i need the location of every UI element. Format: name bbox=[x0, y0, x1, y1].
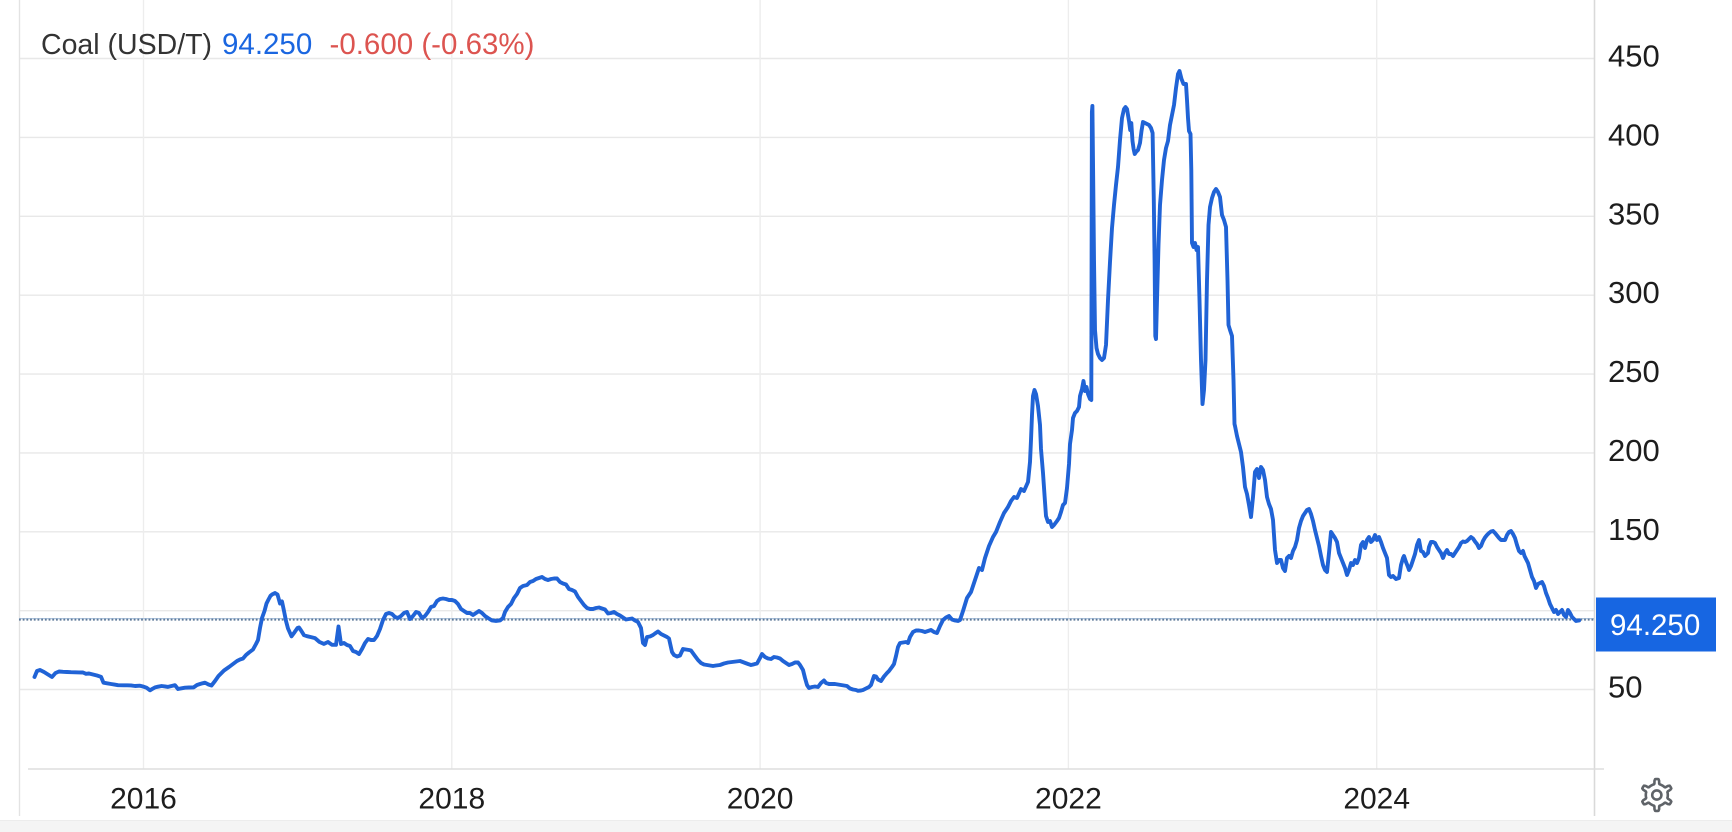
svg-text:400: 400 bbox=[1608, 117, 1660, 152]
svg-text:150: 150 bbox=[1608, 512, 1660, 547]
svg-text:Coal (USD/T): Coal (USD/T) bbox=[41, 29, 212, 61]
svg-text:94.250: 94.250 bbox=[222, 28, 312, 61]
svg-text:2020: 2020 bbox=[727, 783, 794, 816]
svg-text:50: 50 bbox=[1608, 670, 1642, 705]
svg-text:2016: 2016 bbox=[110, 783, 177, 816]
svg-text:2022: 2022 bbox=[1035, 783, 1102, 816]
svg-text:450: 450 bbox=[1608, 39, 1660, 74]
svg-text:2018: 2018 bbox=[418, 783, 485, 816]
svg-text:-0.600 (-0.63%): -0.600 (-0.63%) bbox=[330, 28, 535, 61]
svg-text:94.250: 94.250 bbox=[1610, 609, 1700, 642]
svg-text:250: 250 bbox=[1608, 354, 1660, 389]
svg-text:200: 200 bbox=[1608, 433, 1660, 468]
svg-text:2024: 2024 bbox=[1343, 783, 1410, 816]
svg-text:350: 350 bbox=[1608, 196, 1660, 231]
svg-text:300: 300 bbox=[1608, 275, 1660, 310]
